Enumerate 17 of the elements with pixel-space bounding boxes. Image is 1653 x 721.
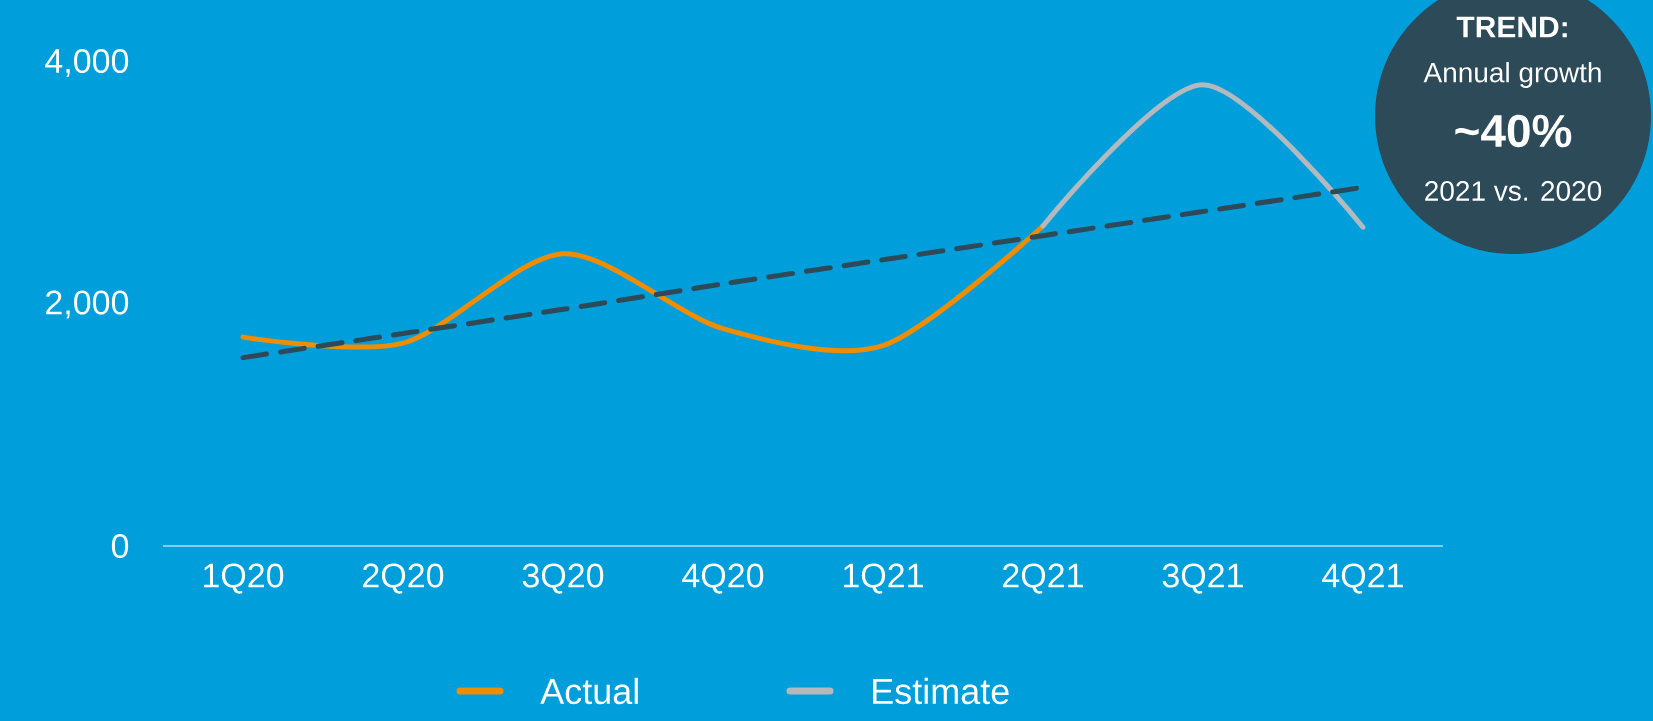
text: ~40% bbox=[1455, 114, 1572, 148]
text: TREND: bbox=[1456, 16, 1567, 38]
annotation: Annual growth bbox=[1423, 61, 1601, 89]
x-tick-label: 3Q20 bbox=[522, 563, 604, 594]
y-tick-label: 4,000 bbox=[45, 48, 129, 78]
legend-label: Actual bbox=[540, 677, 638, 705]
x-tick-label: 4Q20 bbox=[682, 563, 764, 594]
x-tick-label: 2Q20 bbox=[363, 563, 444, 594]
x-tick-label: 4Q21 bbox=[1322, 563, 1403, 594]
x-tick-label: 1Q20 bbox=[204, 563, 284, 594]
legend-label: Estimate bbox=[873, 677, 1009, 705]
y-tick-label: 2,000 bbox=[46, 290, 129, 319]
x-tick-label: 2Q21 bbox=[1003, 563, 1083, 594]
x-tick-label: 1Q21 bbox=[843, 563, 923, 594]
x-tick-label: 3Q21 bbox=[1162, 563, 1243, 594]
annotation: 2021 vs. 2020 bbox=[1425, 181, 1602, 201]
y-tick-label: 0 bbox=[111, 533, 129, 559]
